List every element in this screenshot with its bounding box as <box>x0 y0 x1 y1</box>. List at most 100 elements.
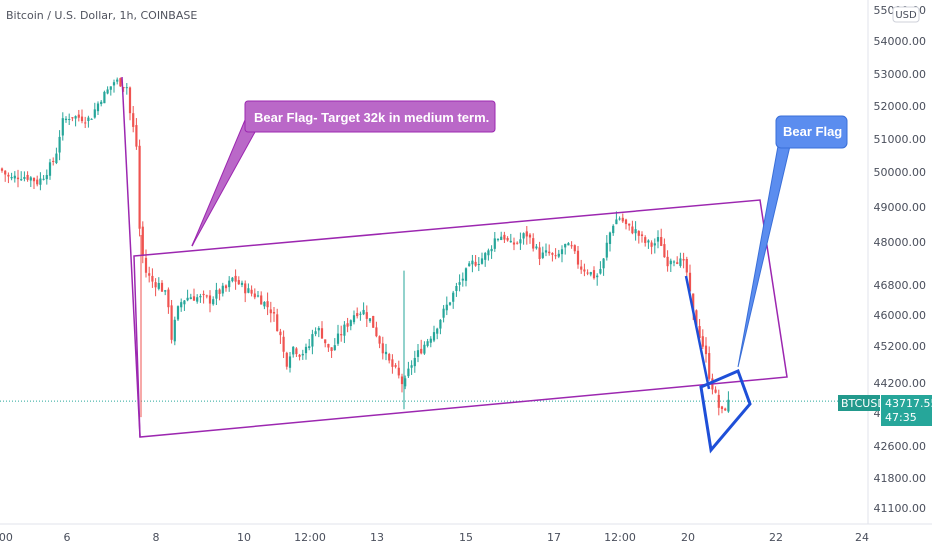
price-tick-label: 41100.00 <box>874 502 927 515</box>
price-tick-label: 41800.00 <box>874 472 927 485</box>
candle-body <box>676 262 679 264</box>
candle-body <box>138 145 141 229</box>
candle-body <box>26 174 29 180</box>
time-axis[interactable]: :00 6 8 10 12:00 13 15 17 12:00 20 22 24 <box>0 531 869 544</box>
candle-body <box>154 282 157 288</box>
candle-body <box>304 346 308 354</box>
candle-body <box>487 250 490 256</box>
candle-body <box>503 234 506 240</box>
candle-body <box>608 232 612 244</box>
callout-box-blue <box>775 115 848 149</box>
candle-body <box>330 347 333 351</box>
candle-body <box>685 258 688 273</box>
currency-badge[interactable]: USD <box>892 6 920 23</box>
candle-body <box>496 239 500 241</box>
candle-body <box>564 243 567 248</box>
candle-body <box>356 313 359 317</box>
candle-body <box>247 288 250 293</box>
candle-body <box>23 177 26 179</box>
candle-body <box>490 248 493 252</box>
candle-body <box>615 219 618 225</box>
candle-body <box>404 378 407 387</box>
candle-body <box>148 273 151 276</box>
price-tick-label: 49000.00 <box>874 201 927 214</box>
candle-body <box>61 118 64 136</box>
candle-body <box>580 266 583 270</box>
candle-body <box>602 258 605 269</box>
price-axis[interactable]: 55000.0054000.0053000.0052000.0051000.00… <box>874 4 927 515</box>
candle-body <box>7 174 10 177</box>
price-tick-label: 51000.00 <box>874 133 927 146</box>
candle-body <box>285 352 288 367</box>
candle-body <box>279 331 282 336</box>
candle-body <box>416 350 420 357</box>
candle-body <box>208 295 212 304</box>
candle-body <box>583 269 586 272</box>
candle-body <box>384 351 388 355</box>
candle-body <box>109 86 112 90</box>
candle-body <box>68 119 71 121</box>
candle-body <box>205 295 208 297</box>
candle-body <box>199 295 202 298</box>
plot-background <box>0 0 868 524</box>
candle-body <box>461 278 464 281</box>
candle-body <box>308 346 311 348</box>
svg-text:43717.55: 43717.55 <box>885 397 932 410</box>
candle-body <box>519 239 522 244</box>
time-tick-label: :00 <box>0 531 13 544</box>
candle-body <box>74 116 77 119</box>
candle-body <box>397 367 400 376</box>
candle-body <box>164 290 167 292</box>
candle-body <box>45 175 48 180</box>
candle-body <box>90 118 93 120</box>
candle-body <box>116 79 119 82</box>
bear-flag-callout[interactable]: Bear Flag <box>775 115 848 149</box>
candle-body <box>442 308 445 318</box>
candle-body <box>343 324 346 336</box>
candle-body <box>551 253 554 255</box>
candle-body <box>0 168 4 171</box>
candle-body <box>493 238 496 249</box>
candle-body <box>679 258 682 266</box>
candle-body <box>708 353 711 379</box>
price-tick-label: 50000.00 <box>874 166 927 179</box>
candle-body <box>429 338 432 343</box>
time-tick-label: 12:00 <box>294 531 326 544</box>
time-tick-label: 24 <box>855 531 869 544</box>
candle-body <box>39 178 42 185</box>
candle-body <box>292 346 295 355</box>
time-tick-label: 12:00 <box>604 531 636 544</box>
candle-body <box>29 177 32 181</box>
candle-body <box>128 87 132 114</box>
candle-body <box>362 309 365 315</box>
candle-body <box>532 238 535 249</box>
candle-body <box>58 136 61 153</box>
candle-body <box>301 353 304 356</box>
candle-body <box>522 233 525 239</box>
drawings-layer <box>121 76 791 454</box>
candle-body <box>525 231 528 237</box>
candle-series <box>0 77 868 418</box>
candle-body <box>410 365 413 368</box>
candle-body <box>464 268 468 281</box>
last-price-tag: BTCUSD 43717.55 47:35 <box>838 395 932 426</box>
candle-body <box>186 297 189 301</box>
candle-body <box>724 408 727 411</box>
candle-body <box>52 160 55 162</box>
candle-body <box>592 270 596 279</box>
bear-flag-target-callout[interactable]: Bear Flag- Target 32k in medium term. <box>244 100 496 133</box>
candle-body <box>647 240 650 243</box>
price-label <box>881 395 932 426</box>
candle-body <box>276 314 279 332</box>
symbol-title: Bitcoin / U.S. Dollar, 1h, COINBASE <box>6 9 197 22</box>
candle-body <box>426 341 429 346</box>
candle-body <box>634 229 637 234</box>
candle-body <box>727 399 730 412</box>
candle-body <box>20 179 23 181</box>
candle-body <box>80 116 84 122</box>
candle-body <box>295 348 298 355</box>
candle-body <box>701 336 704 347</box>
candle-body <box>695 310 698 328</box>
candle-body <box>167 289 170 308</box>
